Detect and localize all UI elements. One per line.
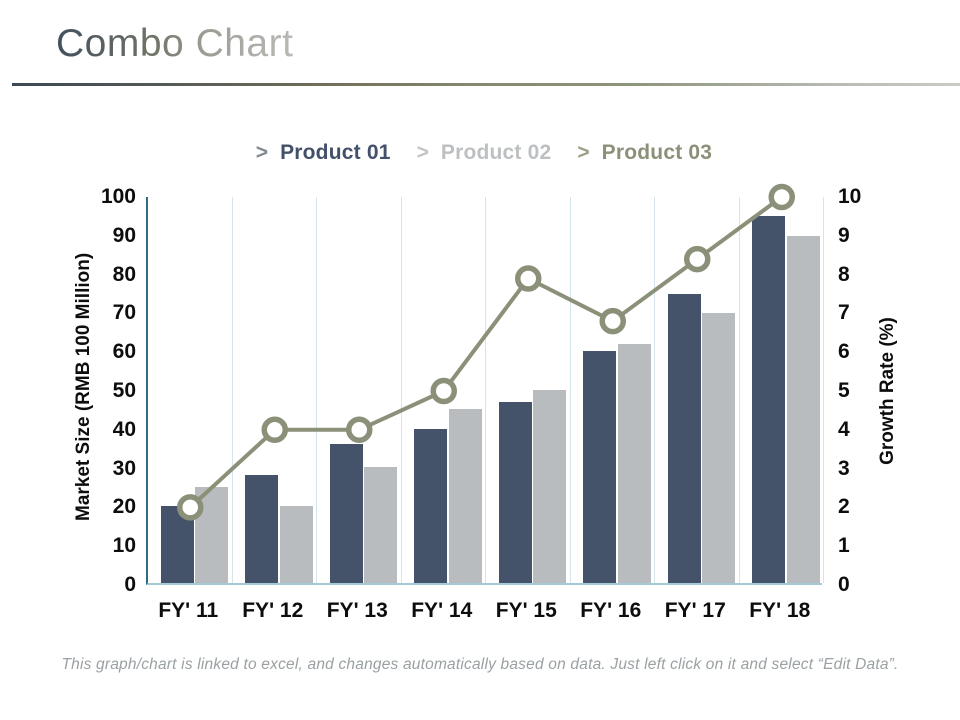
legend-label: Product 02 — [440, 141, 552, 164]
tick-label: 5 — [838, 379, 850, 402]
bar-product-01 — [667, 293, 701, 583]
category-cell — [655, 197, 740, 583]
category-cell — [317, 197, 402, 583]
vertical-gridline — [316, 197, 317, 583]
bar-product-01 — [414, 428, 448, 583]
tick-label: 80 — [112, 262, 136, 286]
line-marker — [177, 494, 204, 521]
tick-label: 70 — [112, 301, 136, 325]
line-marker — [261, 416, 288, 444]
line-marker — [515, 265, 542, 292]
growth-rate-line — [177, 183, 795, 521]
footer-note: This graph/chart is linked to excel, and… — [61, 656, 899, 673]
tick-label: 40 — [112, 417, 136, 441]
bar-product-02 — [617, 343, 651, 583]
tick-label: 100 — [100, 185, 136, 208]
line-marker — [346, 416, 373, 444]
tick-label: 90 — [112, 223, 136, 247]
bar-product-01 — [329, 444, 363, 583]
tick-label: 3 — [838, 456, 850, 480]
tick-label: 0 — [124, 573, 136, 596]
x-axis-category-label: FY' 13 — [326, 599, 388, 622]
bar-product-02 — [786, 235, 820, 583]
bar-product-02 — [702, 312, 736, 583]
category-cell — [740, 197, 825, 583]
bar-product-01 — [498, 401, 532, 583]
bar-product-02 — [279, 505, 313, 583]
tick-label: 10 — [838, 185, 862, 208]
tick-label: 8 — [838, 262, 850, 286]
page-title: Combo Chart — [56, 22, 293, 66]
tick-label: 9 — [838, 223, 850, 247]
bar-product-01 — [583, 351, 617, 583]
tick-label: 7 — [838, 301, 850, 325]
vertical-gridline — [738, 197, 740, 583]
vertical-gridline — [654, 197, 655, 583]
tick-label: 1 — [838, 534, 850, 558]
page-title-word-2: Chart — [195, 22, 294, 65]
vertical-gridline — [823, 197, 824, 583]
category-cell — [571, 197, 656, 583]
chevron-right-icon: > — [416, 141, 429, 164]
bar-product-02 — [364, 467, 398, 583]
legend-item-product-03: > Product 03 — [577, 141, 712, 165]
tick-label: 50 — [112, 379, 136, 402]
bar-product-01 — [752, 216, 786, 583]
x-axis-category-label: FY' 15 — [495, 599, 557, 622]
title-divider — [12, 83, 960, 86]
combo-chart-plot-area[interactable] — [146, 183, 825, 585]
line-marker — [599, 307, 626, 335]
x-axis-category-label: FY' 18 — [749, 599, 811, 622]
tick-label: 10 — [112, 534, 136, 558]
right-axis-ticks: 10 9 8 7 6 5 4 3 2 1 0 — [838, 185, 898, 596]
x-axis-labels: FY' 11 FY' 12 FY' 13 FY' 14 FY' 15 FY' 16 FY' … — [146, 599, 822, 623]
x-axis-category-label: FY' 14 — [411, 599, 473, 622]
bar-product-02 — [448, 409, 482, 583]
legend-item-product-02: > Product 02 — [417, 141, 552, 165]
legend-item-product-01: > Product 01 — [256, 141, 391, 165]
vertical-gridline — [231, 197, 233, 583]
category-cell — [486, 197, 571, 583]
tick-label: 4 — [838, 417, 850, 441]
legend-label: Product 01 — [280, 141, 391, 164]
x-axis-category-label: FY' 16 — [580, 599, 642, 622]
page-title-word-1: Combo — [56, 22, 185, 65]
x-axis-category-label: FY' 11 — [158, 599, 219, 622]
vertical-gridline — [569, 197, 571, 583]
tick-label: 0 — [838, 573, 850, 596]
chevron-right-icon: > — [255, 141, 269, 164]
legend-label: Product 03 — [601, 141, 713, 164]
x-axis-category-label: FY' 17 — [664, 599, 726, 622]
tick-label: 30 — [112, 456, 136, 480]
tick-label: 20 — [112, 495, 136, 519]
vertical-gridline — [485, 197, 486, 583]
tick-label: 2 — [838, 495, 850, 519]
category-cell — [402, 197, 487, 583]
chart-legend: > Product 01 > Product 02 > Product 03 — [146, 141, 822, 165]
line-marker — [684, 245, 711, 273]
bar-product-02 — [533, 390, 567, 583]
category-cell — [233, 197, 318, 583]
category-cell — [148, 197, 233, 583]
line-marker — [768, 183, 795, 211]
bar-product-01 — [245, 474, 279, 583]
left-axis-ticks: 100 90 80 70 60 50 40 30 20 10 0 — [0, 185, 136, 596]
vertical-gridline — [400, 197, 402, 583]
chevron-right-icon: > — [577, 141, 590, 164]
tick-label: 60 — [112, 340, 136, 364]
line-marker — [430, 377, 457, 405]
tick-label: 6 — [838, 340, 850, 364]
x-axis-category-label: FY' 12 — [242, 599, 304, 622]
